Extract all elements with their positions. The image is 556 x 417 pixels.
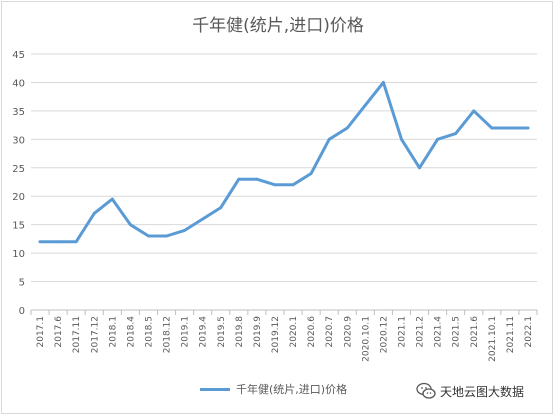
data-point — [400, 137, 403, 141]
y-tick-label: 15 — [12, 221, 25, 232]
y-tick-label: 20 — [12, 192, 25, 203]
data-point — [381, 81, 385, 84]
data-point — [526, 126, 530, 130]
x-tick-label: 2020.6 — [307, 316, 317, 348]
x-tick-label: 2017.11 — [72, 316, 82, 353]
x-tick-label: 2021.4 — [434, 316, 444, 348]
x-tick-label: 2021.11 — [506, 316, 516, 353]
data-point — [291, 183, 295, 187]
legend-line-marker — [200, 387, 230, 391]
x-tick-label: 2019.5 — [217, 316, 227, 348]
data-point — [490, 126, 494, 130]
data-point — [472, 109, 476, 113]
data-point — [345, 126, 349, 130]
x-tick-label: 2020.9 — [343, 316, 353, 348]
data-point — [363, 103, 367, 107]
data-point — [128, 223, 132, 227]
x-tick-label: 2021.1 — [397, 316, 407, 348]
x-tick-label: 2017.12 — [90, 316, 100, 353]
data-point — [327, 137, 331, 141]
x-tick-label: 2020.10.1 — [361, 316, 371, 362]
chart-title: 千年健(统片,进口)价格 — [192, 16, 364, 36]
data-point — [418, 166, 421, 170]
x-tick-label: 2020.12 — [379, 316, 389, 353]
data-point — [255, 177, 259, 181]
wechat-icon — [416, 382, 436, 399]
x-tick-label: 2021.6 — [470, 316, 480, 348]
data-point — [38, 240, 42, 244]
data-point — [273, 183, 277, 187]
data-point — [56, 240, 60, 244]
data-point — [309, 172, 313, 175]
data-point — [201, 217, 205, 221]
x-tick-label: 2018.1 — [108, 316, 118, 348]
y-tick-label: 25 — [12, 164, 25, 175]
x-tick-label: 2020.1 — [289, 316, 299, 348]
y-tick-label: 5 — [19, 278, 25, 289]
x-tick-label: 2021.10.1 — [488, 316, 498, 362]
y-tick-label: 40 — [12, 78, 25, 89]
x-tick-label: 2022.1 — [524, 316, 534, 348]
data-point — [110, 197, 114, 201]
data-point — [183, 228, 187, 232]
y-tick-label: 45 — [12, 50, 25, 61]
legend-label: 千年健(统片,进口)价格 — [236, 383, 348, 396]
x-tick-label: 2019.1 — [181, 316, 191, 348]
chart-legend: 千年健(统片,进口)价格 — [200, 381, 347, 397]
x-tick-label: 2017.6 — [54, 316, 64, 348]
y-tick-label: 30 — [12, 135, 25, 146]
data-point — [508, 126, 512, 130]
data-point — [436, 137, 440, 141]
x-tick-label: 2017.1 — [36, 316, 46, 348]
data-point — [219, 206, 223, 210]
watermark-text: 天地云图大数据 — [440, 384, 525, 399]
x-tick-label: 2019.12 — [271, 316, 281, 353]
y-tick-label: 0 — [19, 306, 25, 317]
data-point — [74, 240, 78, 244]
x-tick-label: 2019.8 — [235, 316, 245, 348]
x-tick-label: 2021.2 — [416, 316, 426, 348]
x-tick-label: 2019.4 — [199, 316, 209, 348]
data-point — [147, 234, 150, 238]
x-tick-label: 2019.9 — [253, 316, 263, 348]
x-tick-label: 2018.4 — [126, 316, 136, 348]
y-tick-label: 10 — [12, 249, 25, 260]
x-tick-label: 2021.5 — [452, 316, 462, 348]
data-point — [454, 132, 458, 136]
watermark: 天地云图大数据 — [416, 381, 524, 401]
series-line — [38, 80, 530, 244]
data-point — [237, 177, 241, 181]
data-point — [92, 211, 96, 215]
data-point — [165, 234, 168, 238]
x-tick-label: 2018.5 — [144, 316, 154, 348]
x-tick-label: 2020.7 — [325, 316, 335, 348]
y-tick-label: 35 — [12, 107, 25, 118]
x-tick-label: 2018.12 — [163, 316, 173, 353]
